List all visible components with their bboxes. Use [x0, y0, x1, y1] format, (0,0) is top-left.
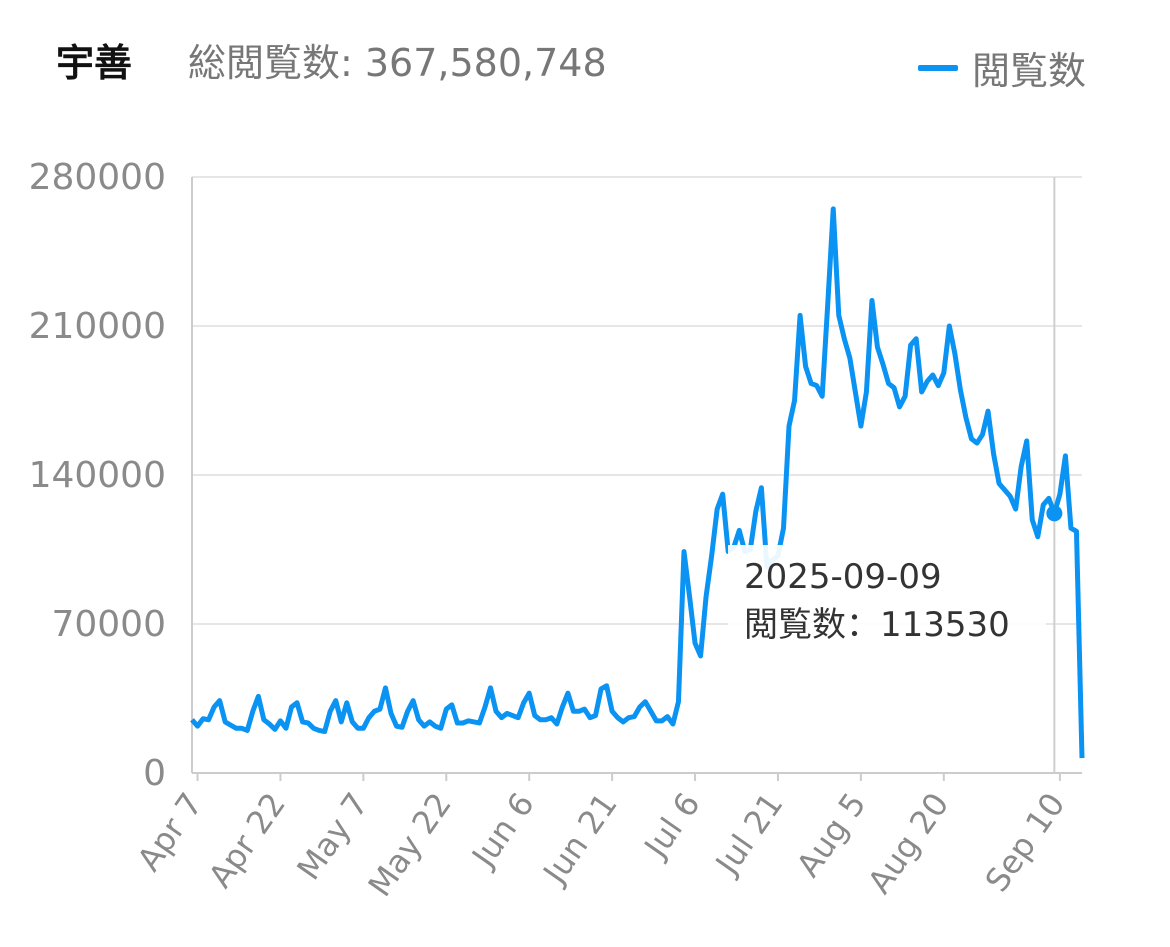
legend[interactable]: 閲覧数 — [917, 40, 1086, 95]
x-tick-label: Apr 22 — [201, 786, 293, 895]
tooltip-value: 閲覧数：113530 — [744, 605, 1010, 645]
tooltip: 2025-09-09 閲覧数：113530 — [728, 545, 1046, 653]
x-tick-label: May 7 — [289, 786, 376, 887]
x-tick-label: Jul 6 — [636, 786, 708, 866]
legend-label: 閲覧数 — [971, 49, 1086, 93]
page-title: 宇善 — [56, 41, 133, 85]
x-tick-label: Apr 7 — [130, 786, 210, 878]
legend-swatch — [917, 64, 958, 71]
x-tick-label: Aug 20 — [860, 786, 956, 901]
x-tick-label: May 22 — [361, 786, 459, 904]
chart-header: 宇善 総閲覧数: 367,580,748 閲覧数 — [0, 0, 1170, 110]
series-line — [190, 206, 1085, 759]
y-tick-label: 140000 — [29, 455, 166, 496]
y-tick-label: 210000 — [29, 306, 166, 347]
x-tick-label: Jun 6 — [463, 786, 541, 875]
y-tick-label: 70000 — [51, 604, 166, 645]
y-tick-label: 280000 — [29, 157, 166, 198]
total-views-label: 総閲覧数: 367,580,748 — [188, 41, 607, 85]
hover-point — [1046, 505, 1063, 522]
x-tick-label: Jun 21 — [535, 786, 625, 892]
tooltip-background — [728, 545, 1046, 653]
x-tick-label: Sep 10 — [978, 786, 1073, 899]
tooltip-date: 2025-09-09 — [744, 557, 942, 597]
x-tick-label: Aug 5 — [789, 786, 873, 884]
y-tick-label: 0 — [143, 753, 166, 794]
x-tick-label: Jul 21 — [707, 786, 791, 883]
